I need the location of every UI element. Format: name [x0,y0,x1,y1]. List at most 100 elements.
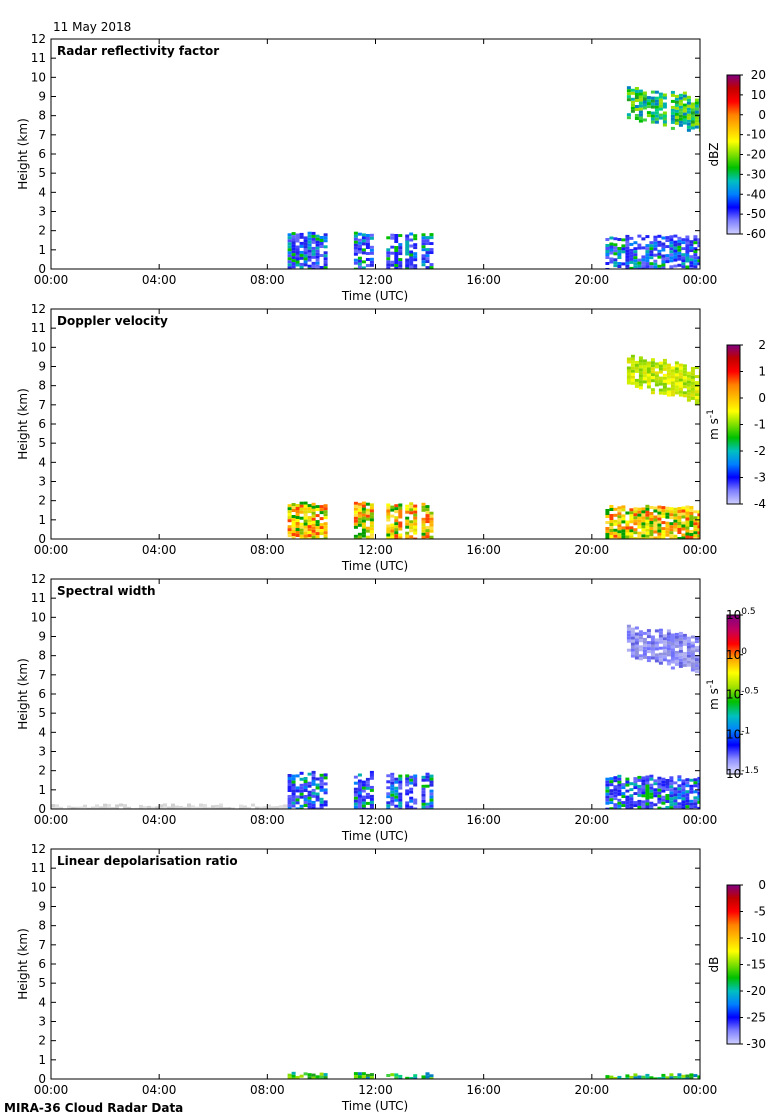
y-tick-label: 12 [31,842,46,856]
y-tick-label: 3 [38,1015,46,1029]
colorbar-tick-label: -5 [754,905,766,919]
y-tick-label: 5 [38,436,46,450]
y-tick-label: 2 [38,494,46,508]
y-tick-label: 10 [31,610,46,624]
y-tick-label: 7 [38,938,46,952]
x-tick-label: 00:00 [34,543,69,557]
footer-source: MIRA-36 Cloud Radar Data [4,1101,184,1115]
panel-title: Linear depolarisation ratio [57,854,238,868]
x-tick-label: 12:00 [358,273,393,287]
x-tick-label: 00:00 [683,813,718,827]
colorbar-tick-label: -50 [746,207,766,221]
colorbar-tick-label: -15 [746,958,766,972]
x-tick-label: 00:00 [683,1083,718,1097]
echo-layer [287,354,700,539]
x-tick-label: 04:00 [142,273,177,287]
colorbar-tick-label: -20 [746,148,766,162]
panel-title: Spectral width [57,584,156,598]
y-tick-label: 6 [38,147,46,161]
x-axis-label: Time (UTC) [341,289,408,303]
colorbar-tick-label: 0 [758,108,766,122]
x-tick-label: 16:00 [466,1083,501,1097]
y-tick-label: 3 [38,745,46,759]
colorbar-unit: m s-1 [706,409,721,440]
x-axis-label: Time (UTC) [341,829,408,843]
y-tick-label: 1 [38,1053,46,1067]
x-tick-label: 20:00 [575,273,610,287]
x-axis-label: Time (UTC) [341,1099,408,1113]
x-tick-label: 16:00 [466,813,501,827]
y-tick-label: 11 [31,861,46,875]
echo-layer [287,86,700,269]
y-axis-label: Height (km) [16,928,30,999]
colorbar-tick-label: -1 [754,418,766,432]
x-tick-label: 16:00 [466,543,501,557]
colorbar-tick-label: 20 [751,68,766,82]
colorbar-tick-label: -2 [754,444,766,458]
colorbar-tick-label: -30 [746,167,766,181]
colorbar-tick-label: 10 [751,88,766,102]
colorbar-3 [726,884,741,1045]
y-tick-label: 8 [38,379,46,393]
x-tick-label: 04:00 [142,1083,177,1097]
y-tick-label: 0 [38,1072,46,1086]
panel-title: Doppler velocity [57,314,168,328]
y-tick-label: 7 [38,398,46,412]
y-axis-label: Height (km) [16,118,30,189]
y-tick-label: 11 [31,591,46,605]
colorbar-unit: dB [707,957,721,973]
y-tick-label: 1 [38,243,46,257]
y-tick-label: 9 [38,90,46,104]
colorbar-tick-label: 10-1.5 [726,766,759,781]
y-tick-label: 4 [38,725,46,739]
y-axis-label: Height (km) [16,388,30,459]
plot-frame [50,38,701,270]
y-tick-label: 9 [38,900,46,914]
y-tick-label: 9 [38,360,46,374]
colorbar-tick-label: -60 [746,227,766,241]
y-tick-label: 10 [31,70,46,84]
x-tick-label: 12:00 [358,543,393,557]
colorbar-unit: dBZ [707,142,721,166]
y-tick-label: 7 [38,128,46,142]
y-tick-label: 3 [38,205,46,219]
x-tick-label: 08:00 [250,1083,285,1097]
y-tick-label: 3 [38,475,46,489]
colorbar-tick-label: -10 [746,128,766,142]
y-tick-label: 1 [38,783,46,797]
x-tick-label: 00:00 [34,1083,69,1097]
y-tick-label: 12 [31,572,46,586]
y-tick-label: 10 [31,880,46,894]
y-tick-label: 0 [38,532,46,546]
x-tick-label: 08:00 [250,813,285,827]
colorbar-tick-label: 1 [758,365,766,379]
y-tick-label: 11 [31,51,46,65]
plot-frame [50,578,701,810]
colorbar-tick-label: 0 [758,878,766,892]
colorbar-tick-label: -40 [746,187,766,201]
y-tick-label: 11 [31,321,46,335]
y-tick-label: 8 [38,649,46,663]
y-tick-label: 0 [38,802,46,816]
y-tick-label: 6 [38,957,46,971]
x-tick-label: 20:00 [575,543,610,557]
y-tick-label: 10 [31,340,46,354]
y-tick-label: 2 [38,224,46,238]
x-tick-label: 04:00 [142,813,177,827]
y-tick-label: 1 [38,513,46,527]
y-tick-label: 5 [38,166,46,180]
x-tick-label: 04:00 [142,543,177,557]
x-tick-label: 00:00 [34,813,69,827]
colorbar-0 [726,74,741,235]
colorbar-tick-label: 0 [758,391,766,405]
echo-layer [51,624,700,809]
colorbar-tick-label: -25 [746,1011,766,1025]
x-tick-label: 16:00 [466,273,501,287]
y-tick-label: 4 [38,995,46,1009]
y-tick-label: 12 [31,302,46,316]
